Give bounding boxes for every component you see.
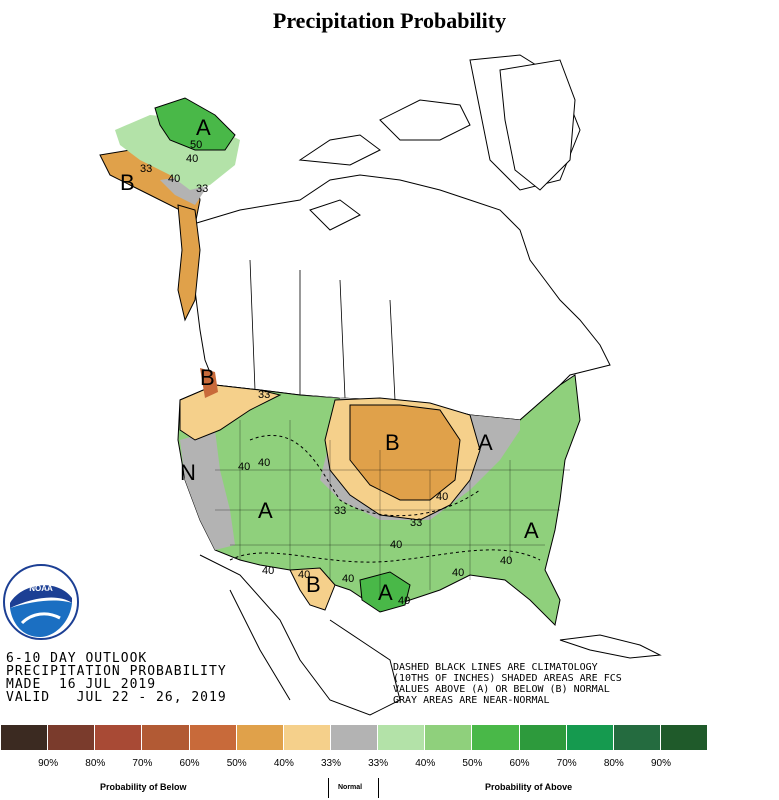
northwest-below-region [179,384,282,441]
caribbean-islands [559,634,662,659]
scale-label: 60% [179,758,200,769]
alaska-below-letter: B [120,170,135,195]
probability-of-above-label: Probability of Above [485,782,573,792]
contour-label: 40 [262,565,274,577]
contour-label: 33 [140,163,152,175]
contour-label: 40 [398,595,410,607]
scale-label: 90% [38,758,59,769]
midwest-below-region [349,404,461,501]
scale-label: 40% [415,758,436,769]
scale-swatch [236,725,284,750]
outlook-made-date: MADE 16 JUL 2019 [6,677,157,692]
state-lines [215,420,570,600]
scale-swatch [283,725,331,750]
alaska-above-letter: A [196,115,211,140]
gulf-above-letter: A [378,580,393,605]
scale-swatch [566,725,614,750]
scale-swatch [613,725,661,750]
scale-label: 90% [650,758,671,769]
scale-label: 50% [462,758,483,769]
bc-coast-below [177,204,201,322]
contour-label: 40 [298,569,310,581]
noaa-logo-text: NOAA [29,584,53,593]
probability-color-scale [1,725,709,750]
note-line: GRAY AREAS ARE NEAR-NORMAL [393,695,550,706]
category-divider [378,778,379,798]
scale-swatch [519,725,567,750]
scale-label: 40% [273,758,294,769]
contour-label: 33 [258,389,270,401]
mexico-outline [199,554,401,716]
scale-swatch [189,725,237,750]
scale-swatch [142,725,190,750]
contour-label: 40 [238,461,250,473]
contour-label: 40 [168,173,180,185]
scale-label: 70% [132,758,153,769]
outlook-line: 6-10 DAY OUTLOOK [6,651,148,666]
canada-landmass [189,174,611,421]
outlook-valid-range: VALID JUL 22 - 26, 2019 [6,690,227,705]
scale-label: 33% [320,758,341,769]
scale-swatch [425,725,473,750]
noaa-logo-icon: NOAA [3,564,79,640]
precipitation-map: A B B N A B A A B A 50 40 33 33 40 33 40… [99,54,662,716]
scale-label: 80% [603,758,624,769]
normal-label: Normal [338,784,363,791]
contour-label: 33 [196,183,208,195]
gulf-above-region [359,571,411,613]
map-title: Precipitation Probability [272,8,507,33]
scale-swatch [378,725,426,750]
contour-label: 40 [258,457,270,469]
contour-label: 40 [452,567,464,579]
scale-swatch [472,725,520,750]
scale-swatch [660,725,709,750]
southwest-above-letter: A [258,498,273,523]
contour-label: 40 [186,153,198,165]
outlook-line: PRECIPITATION PROBABILITY [6,664,227,679]
contour-label: 50 [190,139,202,151]
oregon-below-dark [200,368,218,398]
northwest-below-letter: B [200,365,215,390]
scale-label: 70% [556,758,577,769]
contour-label: 40 [436,491,448,503]
contour-label: 40 [342,573,354,585]
province-lines [249,259,396,401]
texas-below-region [289,567,336,611]
scale-swatch [330,725,379,750]
near-normal-letter: N [180,460,196,485]
contour-label: 33 [410,517,422,529]
great-lakes-above-letter: A [478,430,493,455]
midwest-below-letter: B [385,430,400,455]
greenland [499,59,576,191]
category-divider [328,778,329,798]
scale-swatch [95,725,143,750]
scale-label: 33% [368,758,389,769]
probability-scale-labels: 90% 80% 70% 60% 50% 40% 33% 33% 40% 50% 60% 70% 80% 9… [1,758,684,769]
contour-label: 40 [390,539,402,551]
scale-swatch [48,725,96,750]
scale-label: 50% [226,758,247,769]
alaska-above-region [154,97,236,151]
note-line: (10THS OF INCHES) SHADED AREAS ARE FCS [393,673,622,684]
legend-note: DASHED BLACK LINES ARE CLIMATOLOGY (10THS… [393,662,622,706]
probability-of-below-label: Probability of Below [100,782,187,792]
texas-below-letter: B [306,572,321,597]
scale-swatch [1,725,49,750]
climatology-dashed-lines [229,434,541,563]
southeast-above-letter: A [524,518,539,543]
scale-label: 60% [509,758,530,769]
contour-label: 40 [500,555,512,567]
outlook-info: 6-10 DAY OUTLOOK PRECIPITATION PROBABILIT… [6,652,227,704]
note-line: DASHED BLACK LINES ARE CLIMATOLOGY [393,662,598,673]
contour-label: 33 [334,505,346,517]
scale-label: 80% [85,758,106,769]
note-line: VALUES ABOVE (A) OR BELOW (B) NORMAL [393,684,610,695]
